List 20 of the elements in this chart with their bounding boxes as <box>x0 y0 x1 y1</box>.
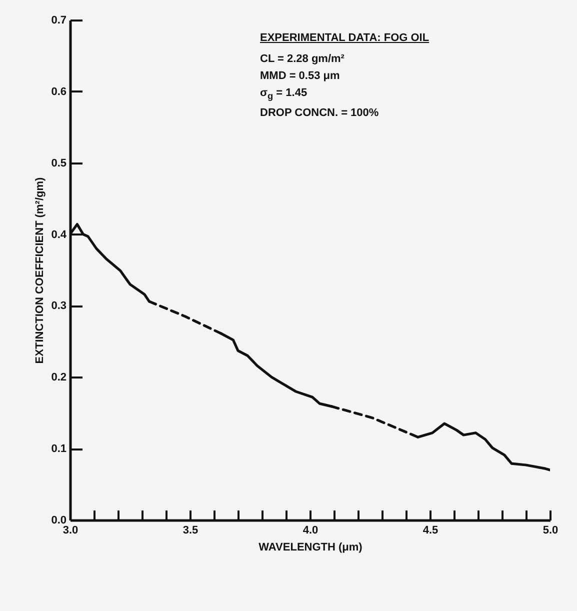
x-tick-label: 4.0 <box>302 524 318 536</box>
y-tick-label: 0.5 <box>51 157 66 170</box>
y-tick-label: 0.7 <box>51 14 66 26</box>
x-tick-label: 3.0 <box>62 524 78 536</box>
y-tick-label: 0.4 <box>51 228 68 241</box>
annotation: σ$_{g}$ = 1.45 <box>260 86 308 104</box>
y-axis-title: EXTINCTION COEFFICIENT (m²/gm) <box>34 176 46 364</box>
annotation: DROP CONCN. = 100% <box>260 106 380 122</box>
x-tick-label: 4.5 <box>422 524 438 536</box>
y-tick-label: 0.3 <box>51 300 66 312</box>
annotation: CL = 2.28 gm/m² <box>260 52 346 67</box>
x-axis-title: WAVELENGTH (μm) <box>258 542 363 554</box>
y-tick-label: 0.1 <box>51 443 66 456</box>
x-tick-label: 5.0 <box>542 524 558 536</box>
y-tick-label: 0.6 <box>51 86 66 98</box>
x-tick-label: 3.5 <box>182 524 198 536</box>
y-tick-label: 0.0 <box>51 514 66 526</box>
y-tick-label: 0.2 <box>51 372 66 384</box>
annotation: EXPERIMENTAL DATA: FOG OIL <box>260 31 430 46</box>
annotation: MMD = 0.53 μm <box>260 69 341 84</box>
